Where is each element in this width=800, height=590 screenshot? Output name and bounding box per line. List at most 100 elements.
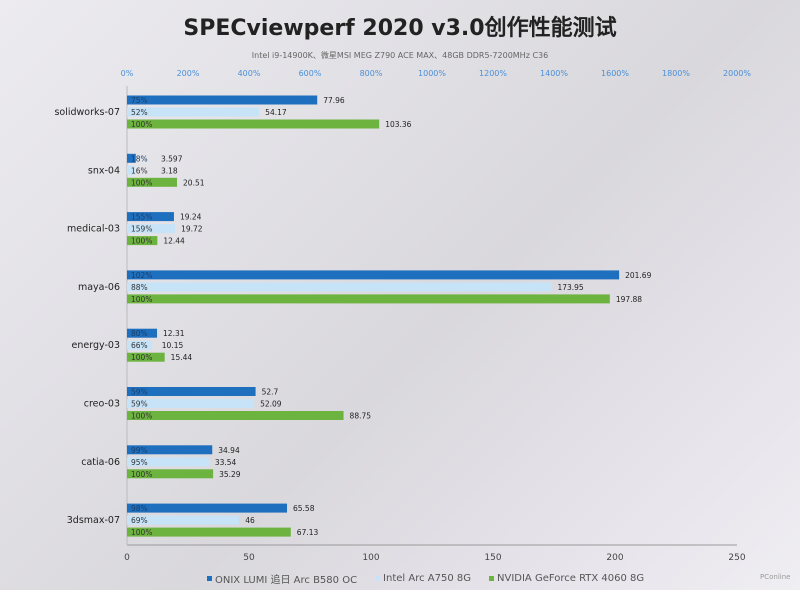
category-label: 3dsmax-07 (67, 515, 120, 526)
legend-label: Intel Arc A750 8G (383, 573, 471, 584)
legend-item: ONIX LUMI 追日 Arc B580 OC (207, 571, 357, 586)
bar (127, 177, 178, 187)
bar-value-label: 52.09 (260, 400, 282, 409)
bar-value-label: 46 (245, 516, 255, 525)
bar-value-label: 52.7 (262, 388, 279, 397)
legend-label: NVIDIA GeForce RTX 4060 8G (497, 573, 645, 584)
bar (127, 457, 209, 467)
bar-percent-label: 100% (131, 353, 152, 362)
bar (127, 328, 158, 338)
bar (127, 236, 158, 246)
bar (127, 282, 552, 292)
category-label: medical-03 (67, 224, 120, 235)
bar-value-label: 33.54 (215, 458, 237, 467)
bar-value-label: 103.36 (385, 120, 411, 129)
bar-value-label: 12.44 (163, 237, 185, 246)
bar-percent-label: 155% (131, 213, 152, 222)
bar-percent-label: 69% (131, 516, 148, 525)
bar (127, 95, 318, 105)
bar (127, 107, 260, 117)
x-tick-label: 50 (243, 553, 255, 563)
chart-subtitle: Intel i9-14900K、微星MSI MEG Z790 ACE MAX、4… (251, 51, 549, 60)
bar-percent-label: 59% (131, 388, 148, 397)
legend-item: NVIDIA GeForce RTX 4060 8G (489, 571, 644, 586)
x-tick-label: 200 (606, 553, 623, 563)
bar-percent-label: 100% (131, 470, 152, 479)
top-axis-tick-label: 0% (121, 69, 134, 78)
bar-value-label: 19.24 (180, 213, 202, 222)
bar-value-label: 54.17 (265, 108, 287, 117)
top-axis-tick-label: 400% (238, 69, 261, 78)
category-label: creo-03 (84, 399, 120, 410)
bar-percent-label: 159% (131, 225, 152, 234)
top-axis-tick-label: 1800% (662, 69, 690, 78)
x-tick-label: 0 (124, 553, 130, 563)
bar-value-label: 197.88 (616, 295, 642, 304)
top-axis-tick-label: 2000% (723, 69, 751, 78)
bar (127, 399, 255, 408)
top-axis-tick-label: 1200% (479, 69, 507, 78)
chart-title: SPECviewperf 2020 v3.0创作性能测试 (183, 16, 617, 41)
bar-value-label: 67.13 (297, 528, 319, 537)
bar-value-label: 12.31 (163, 329, 185, 338)
legend-item: Intel Arc A750 8G (375, 571, 471, 586)
bar-value-label: 65.58 (293, 504, 315, 513)
bar-percent-label: 16% (131, 166, 148, 175)
top-axis-tick-label: 200% (177, 69, 200, 78)
bar-percent-label: 18% (131, 154, 148, 163)
bar (127, 294, 610, 304)
bar (127, 503, 288, 513)
category-label: energy-03 (72, 340, 120, 351)
category-label: snx-04 (88, 165, 120, 176)
top-axis-tick-label: 800% (360, 69, 383, 78)
x-tick-label: 250 (728, 553, 745, 563)
bar-value-label: 10.15 (162, 341, 184, 350)
bar-value-label: 34.94 (218, 446, 240, 455)
bar (127, 340, 152, 350)
legend-swatch (207, 576, 212, 581)
bar-value-label: 35.29 (219, 470, 241, 479)
bar (127, 387, 256, 396)
bar (127, 469, 214, 479)
bar-percent-label: 100% (131, 528, 152, 537)
bar-value-label: 19.72 (181, 225, 203, 234)
bar-percent-label: 100% (131, 178, 152, 187)
bar (127, 515, 240, 525)
bar (127, 119, 380, 129)
bar-value-label: 173.95 (557, 283, 583, 292)
watermark: PConline (760, 573, 791, 581)
bar-value-label: 77.96 (323, 96, 345, 105)
bar-value-label: 20.51 (183, 178, 205, 187)
bar (127, 270, 620, 280)
bar-value-label: 3.597 (161, 154, 183, 163)
top-axis-tick-label: 600% (299, 69, 322, 78)
bar (127, 153, 136, 163)
legend-swatch (375, 576, 381, 581)
category-label: solidworks-07 (54, 107, 120, 118)
bar-percent-label: 75% (131, 96, 148, 105)
bar (127, 212, 174, 222)
category-label: maya-06 (78, 282, 120, 293)
top-axis-tick-label: 1600% (601, 69, 629, 78)
bar-percent-label: 59% (131, 400, 148, 409)
legend-label: ONIX LUMI 追日 Arc B580 OC (215, 575, 358, 586)
bar-percent-label: 66% (131, 341, 148, 350)
bar-percent-label: 95% (131, 458, 148, 467)
x-tick-label: 150 (484, 553, 501, 563)
category-label: catia-06 (81, 457, 120, 468)
bar-percent-label: 100% (131, 295, 152, 304)
bar-percent-label: 100% (131, 237, 152, 246)
legend: ONIX LUMI 追日 Arc B580 OC Intel Arc A750 8… (207, 571, 644, 586)
bar-percent-label: 100% (131, 120, 152, 129)
legend-swatch (489, 576, 494, 581)
bar-percent-label: 88% (131, 283, 148, 292)
top-axis-tick-label: 1000% (418, 69, 446, 78)
bar (127, 352, 165, 362)
bar (127, 411, 344, 420)
bar (127, 445, 213, 455)
bar-value-label: 15.44 (171, 353, 193, 362)
top-axis-tick-label: 1400% (540, 69, 568, 78)
bar-value-label: 3.18 (161, 166, 178, 175)
bar-percent-label: 52% (131, 108, 148, 117)
